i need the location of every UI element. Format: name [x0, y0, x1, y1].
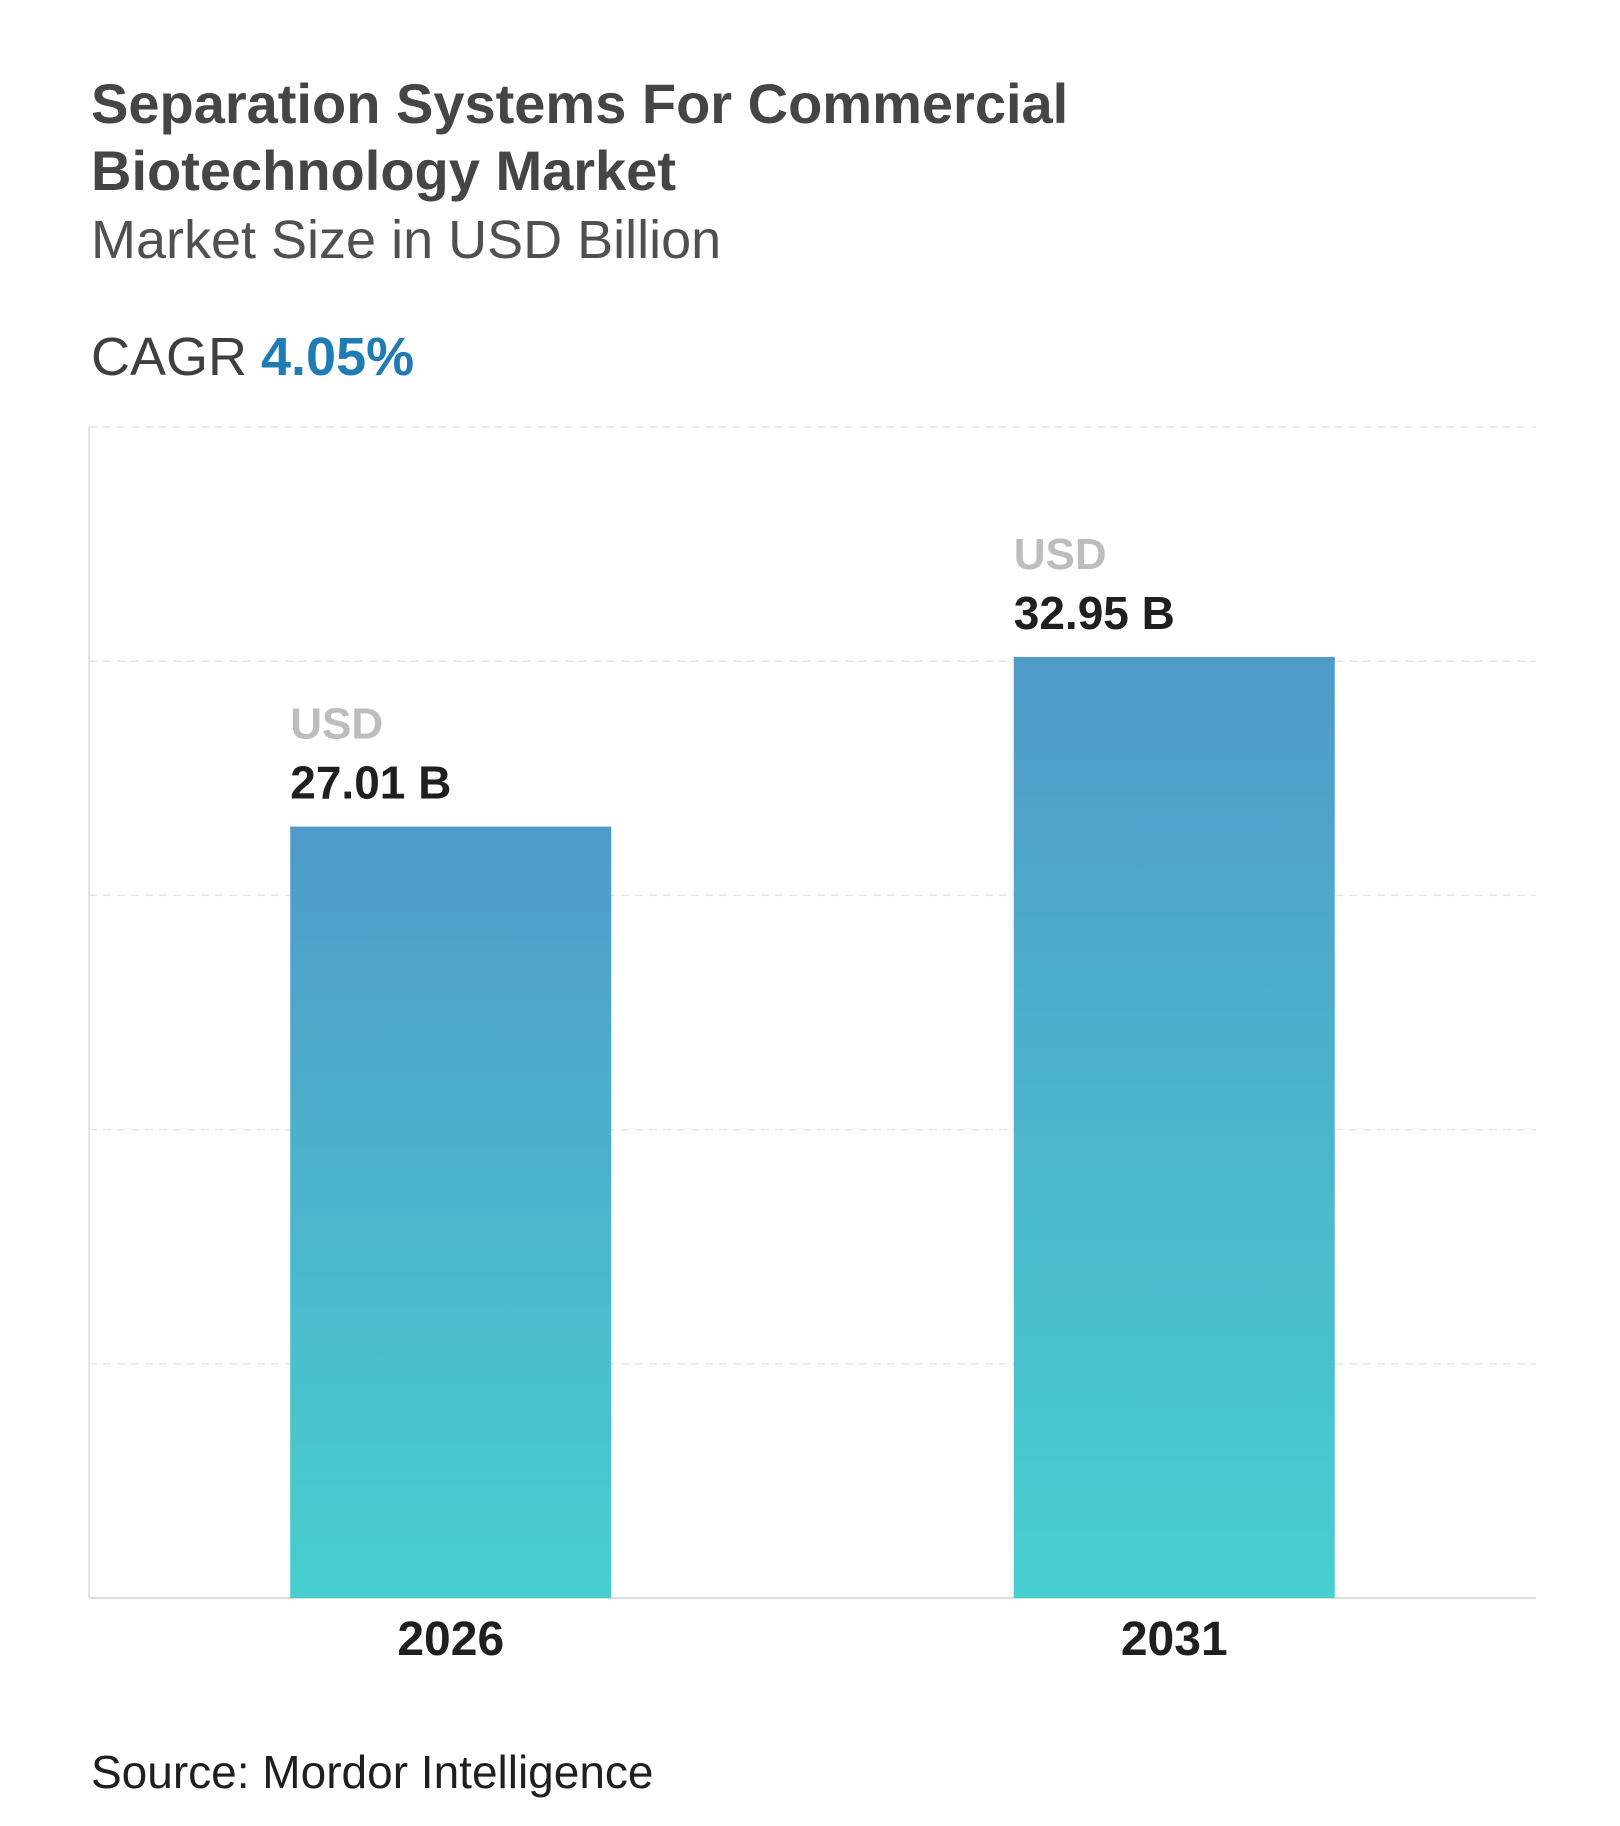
data-label-unit: USD: [1014, 530, 1107, 579]
bar-2026: [290, 826, 612, 1598]
source-note: Source: Mordor Intelligence: [91, 1746, 654, 1798]
x-tick-label: 2031: [1121, 1613, 1228, 1666]
bar-2031: [1013, 656, 1335, 1598]
chart-subtitle: Market Size in USD Billion: [91, 210, 722, 270]
x-tick-label: 2026: [397, 1613, 504, 1666]
data-label-unit: USD: [290, 700, 383, 749]
chart-title: Separation Systems For Commercial Biotec…: [91, 72, 1069, 202]
data-label-value: 32.95 B: [1014, 587, 1175, 639]
cagr-value: 4.05%: [261, 327, 415, 387]
data-label-value: 27.01 B: [290, 757, 451, 809]
cagr: CAGR 4.05%: [91, 325, 414, 389]
cagr-label: CAGR: [91, 327, 248, 387]
